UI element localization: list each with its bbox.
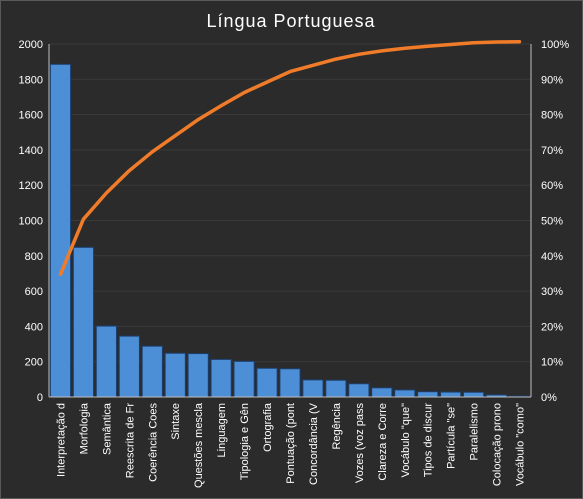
axes [48,44,532,398]
category-label: Pontuação (pont [285,403,297,484]
bar [279,368,301,398]
left-tick-label: 800 [25,251,43,263]
category-label: Linguagem [216,403,228,457]
bar [233,360,255,398]
bar [371,387,393,398]
bar [440,391,462,398]
category-label: Vocábulo "como" [515,403,527,486]
right-tick-label: 30% [541,286,563,298]
left-tick-label: 600 [25,286,43,298]
bar [95,325,117,398]
category-label: Clareza e Corre [377,403,389,481]
category-label: Reescrita de Fr [124,403,136,479]
category-label: Sintaxe [170,403,182,440]
right-tick-label: 10% [541,357,563,369]
category-label: Semântica [101,402,113,455]
right-tick-label: 90% [541,74,563,86]
bar [187,353,209,398]
right-tick-label: 70% [541,145,563,157]
bar [302,379,324,398]
bar [49,63,72,398]
bar [417,391,439,398]
category-label: Vozes (voz pass [354,403,366,484]
left-tick-label: 200 [25,357,43,369]
left-tick-label: 1600 [19,110,43,122]
category-label: Paralelismo [469,403,481,460]
left-tick-label: 1800 [19,74,43,86]
right-tick-label: 0% [541,392,557,404]
bar [118,335,140,398]
bar [72,246,95,398]
left-tick-label: 0 [37,392,43,404]
bar [164,352,186,398]
right-tick-label: 20% [541,321,563,333]
category-label: Ortografia [262,402,274,452]
cumulative-line-series [58,39,522,277]
bar [325,379,347,398]
left-tick-label: 1200 [19,180,43,192]
left-tick-label: 1000 [19,216,43,228]
bar [256,367,278,398]
left-tick-label: 1400 [19,145,43,157]
category-label: Questões mescla [193,402,205,488]
category-label: Interpretação d [55,403,67,477]
bar [463,391,485,398]
left-axis-tick-labels: 0 200 400 600 800 1000 1200 1400 1600 1800 2000 [19,39,43,404]
bar-series [49,63,531,398]
category-label: Concordância (V [308,402,320,485]
category-label: Colocação prono [492,403,504,486]
right-axis-tick-labels: 0% 10% 20% 30% 40% 50% 60% 70% 80% 90% 100% [541,39,569,404]
bar [210,358,232,398]
category-label: Coerência Coes [147,403,159,482]
category-label: Morfologia [78,402,90,454]
category-label: Partícula "se" [446,403,458,469]
right-tick-label: 100% [541,39,569,51]
category-labels: Interpretação d Morfologia Semântica Reescr… [55,402,526,488]
category-label: Tipos de discur [423,403,435,478]
category-label: Regência [331,402,343,449]
bar [141,345,163,398]
right-tick-label: 80% [541,110,563,122]
bar [348,383,370,398]
left-tick-label: 400 [25,321,43,333]
chart-title: Língua Portuguesa [206,11,375,31]
cumulative-percent-line [58,39,522,277]
bar [394,389,416,398]
category-label: Vocábulo "que" [400,403,412,478]
left-tick-label: 2000 [19,39,43,51]
right-tick-label: 40% [541,251,563,263]
category-label: Tipologia e Gên [239,403,251,480]
right-tick-label: 60% [541,180,563,192]
gridlines [49,43,531,363]
right-tick-label: 50% [541,216,563,228]
